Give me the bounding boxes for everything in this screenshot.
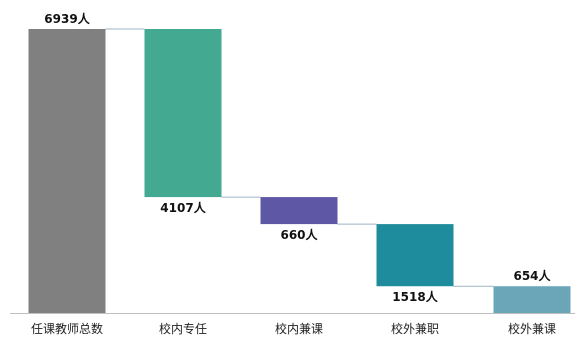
bar-1 bbox=[28, 29, 106, 313]
data-label-2: 4107人 bbox=[160, 200, 206, 215]
category-label-5: 校外兼课 bbox=[508, 321, 556, 336]
category-label-2: 校内专任 bbox=[159, 321, 207, 336]
bar-3 bbox=[260, 197, 338, 225]
category-labels-group: 任课教师总数 校内专任 校内兼课 校外兼职 校外兼课 bbox=[31, 321, 556, 336]
bar-4 bbox=[376, 224, 454, 287]
category-label-4: 校外兼职 bbox=[391, 321, 439, 336]
data-label-4: 1518人 bbox=[392, 289, 438, 304]
category-label-1: 任课教师总数 bbox=[31, 321, 103, 336]
bar-2 bbox=[144, 29, 222, 198]
data-labels-group: 6939人 4107人 660人 1518人 654人 bbox=[44, 11, 551, 304]
bar-5 bbox=[493, 286, 571, 313]
data-label-1: 6939人 bbox=[44, 11, 90, 26]
connector-lines bbox=[105, 28, 494, 287]
bars-group bbox=[28, 29, 571, 313]
category-label-3: 校内兼课 bbox=[275, 321, 323, 336]
data-label-5: 654人 bbox=[513, 268, 551, 283]
data-label-3: 660人 bbox=[280, 227, 318, 242]
